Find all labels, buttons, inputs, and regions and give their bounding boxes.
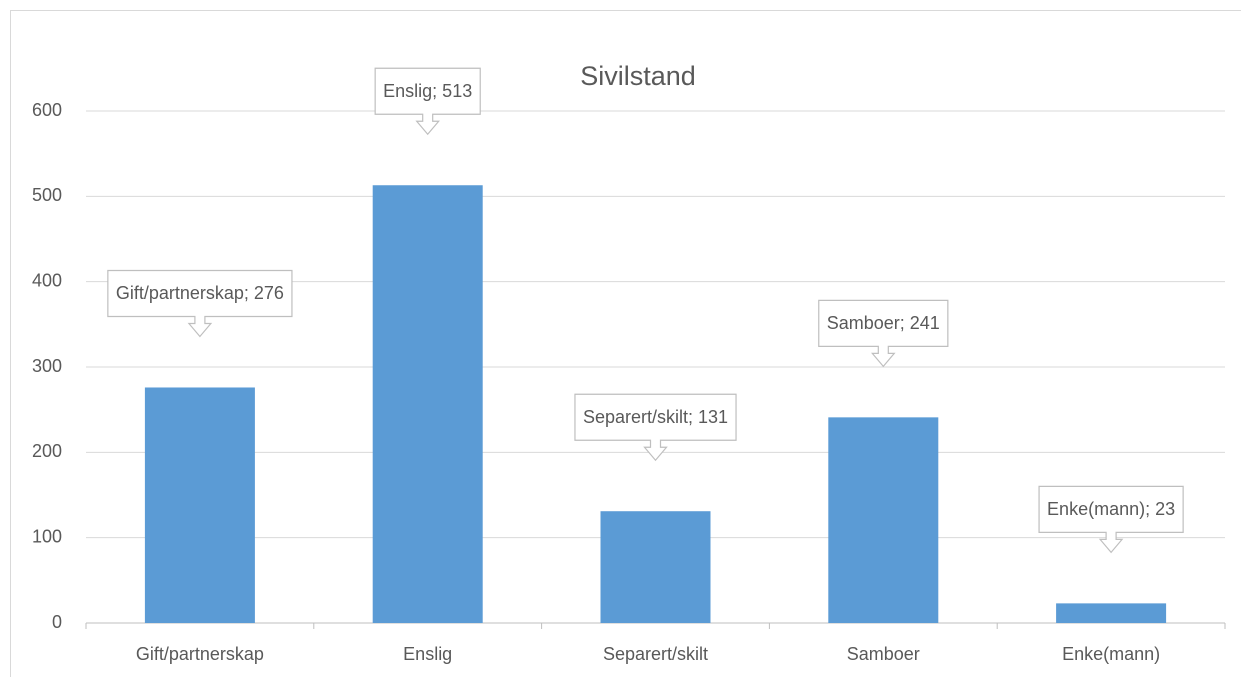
data-label-callout xyxy=(574,393,737,462)
data-label-callout xyxy=(374,67,481,136)
y-tick-label: 200 xyxy=(32,441,62,461)
bar xyxy=(600,511,711,623)
bar xyxy=(828,417,939,623)
data-label: Samboer; 241 xyxy=(827,313,940,333)
data-label: Gift/partnerskap; 276 xyxy=(116,283,284,303)
bar xyxy=(372,185,483,624)
data-label: Enslig; 513 xyxy=(383,81,472,101)
data-label: Enke(mann); 23 xyxy=(1047,499,1175,519)
y-tick-label: 400 xyxy=(32,270,62,290)
data-label-callout xyxy=(107,269,293,338)
x-tick-label: Enke(mann) xyxy=(1062,644,1160,664)
x-tick-label: Gift/partnerskap xyxy=(136,644,264,664)
x-tick-label: Samboer xyxy=(847,644,920,664)
bar xyxy=(144,387,255,623)
data-label-callout xyxy=(818,299,949,368)
y-tick-label: 500 xyxy=(32,185,62,205)
data-label-callout xyxy=(1038,485,1184,554)
y-tick-label: 0 xyxy=(52,612,62,632)
chart-title: Sivilstand xyxy=(580,61,696,91)
x-tick-label: Separert/skilt xyxy=(603,644,708,664)
y-tick-label: 300 xyxy=(32,356,62,376)
data-label: Separert/skilt; 131 xyxy=(583,407,728,427)
y-tick-label: 100 xyxy=(32,526,62,546)
y-tick-label: 600 xyxy=(32,100,62,120)
bar xyxy=(1056,603,1167,623)
x-tick-label: Enslig xyxy=(403,644,452,664)
